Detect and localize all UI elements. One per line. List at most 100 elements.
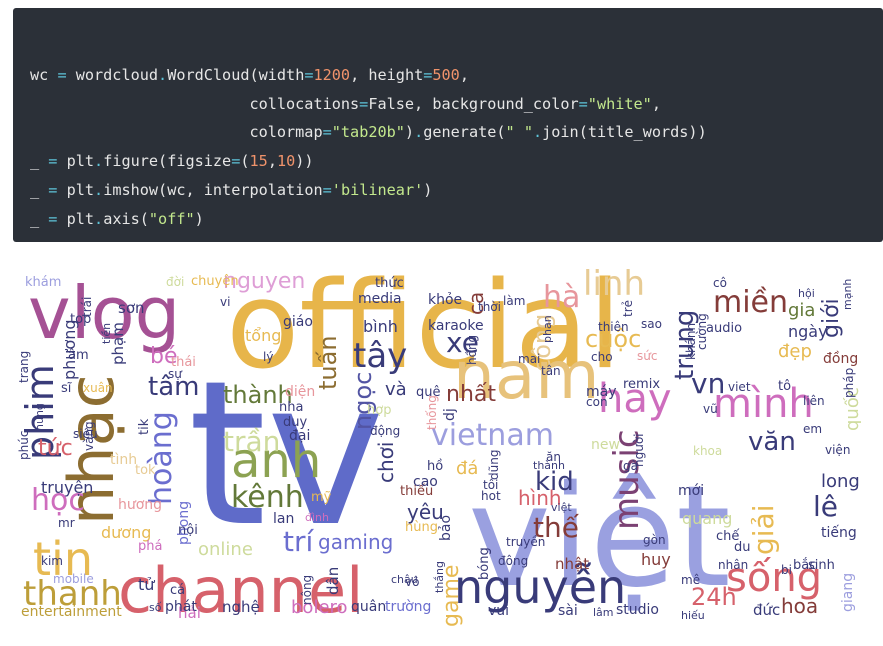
wordcloud-word: mới: [678, 483, 704, 499]
wordcloud-word: bắc: [793, 558, 816, 573]
wordcloud-word: bolero: [291, 597, 348, 618]
wordcloud-word: game: [439, 565, 464, 627]
wordcloud-word: phan: [541, 315, 554, 343]
wordcloud-word: trí: [283, 525, 314, 558]
wordcloud-word: thống: [425, 395, 439, 430]
wordcloud-word: giáo: [283, 314, 313, 330]
wordcloud-word: miền: [713, 285, 788, 320]
wordcloud-word: con: [586, 395, 608, 409]
wordcloud-word: tình: [110, 452, 137, 468]
code-token: axis(: [103, 210, 149, 228]
wordcloud-word: viet: [728, 380, 751, 394]
code-token: .: [414, 123, 424, 141]
wordcloud-word: xe: [446, 326, 479, 359]
wordcloud-word: gia: [788, 300, 815, 321]
wordcloud-word: quang: [682, 509, 732, 528]
wordcloud-word: ca: [464, 292, 488, 315]
wordcloud-word: chơi: [374, 442, 398, 483]
wordcloud-word: hội: [798, 287, 815, 300]
wordcloud-word: gà: [623, 459, 638, 473]
code-token: 15: [249, 152, 268, 170]
code-token: ): [194, 210, 204, 228]
wordcloud-word: online: [198, 539, 253, 560]
code-token: =: [48, 181, 58, 199]
wordcloud-word: vi: [220, 295, 230, 309]
wordcloud-word: thắng: [433, 561, 446, 593]
wordcloud-word: nguyen: [223, 269, 305, 294]
wordcloud-word: hoa: [781, 594, 818, 618]
wordcloud-word: học: [31, 483, 85, 518]
wordcloud-word: thanh: [23, 574, 122, 614]
wordcloud-word: xuân: [83, 381, 113, 395]
wordcloud-word: liên: [803, 394, 825, 408]
wordcloud-word: đức: [753, 601, 780, 619]
wordcloud-word: pháp: [842, 368, 856, 398]
wordcloud-word: hiếu: [681, 609, 705, 622]
wordcloud-word: tiếng: [821, 524, 857, 541]
wordcloud-word: phá: [138, 539, 162, 554]
code-token: "white": [587, 95, 652, 113]
code-token: colormap: [30, 123, 323, 141]
code-token: ,: [459, 66, 469, 84]
wordcloud-word: phương: [60, 319, 79, 380]
wordcloud-word: sự: [168, 367, 183, 381]
code-token: False, background_color: [368, 95, 579, 113]
wordcloud-word: nông: [300, 575, 314, 605]
wordcloud-word: mê: [681, 573, 700, 587]
wordcloud-word: sống: [726, 555, 822, 601]
code-token: )): [295, 152, 314, 170]
code-token: (: [240, 152, 250, 170]
wordcloud-output: tv việt official nam vlog channel nhạc phim anh n…: [13, 255, 861, 637]
wordcloud-word: hay: [598, 376, 672, 422]
code-token: ): [404, 123, 415, 141]
wordcloud-word: sơn: [118, 299, 145, 317]
wordcloud-word: người: [632, 433, 646, 467]
wordcloud-word: hot: [481, 489, 501, 503]
wordcloud-word: lan: [273, 511, 294, 527]
wordcloud-word: số: [149, 601, 162, 614]
wordcloud-word: đẹp: [778, 341, 812, 362]
wordcloud-word: hồ: [427, 459, 443, 474]
wordcloud-word: khỏe: [428, 292, 462, 308]
code-token: "tab20b": [331, 123, 405, 141]
wordcloud-word: việt: [468, 456, 731, 619]
wordcloud-word: huy: [641, 550, 671, 569]
wordcloud-word: nội: [178, 523, 198, 538]
wordcloud-word: vũ: [703, 402, 718, 416]
wordcloud-word: đại: [289, 428, 310, 444]
code-token: =: [48, 210, 58, 228]
code-token: =: [322, 181, 332, 199]
wordcloud-word: cường: [695, 313, 709, 350]
wordcloud-word: mai: [518, 352, 540, 366]
wordcloud-word: nhạc: [55, 374, 128, 525]
code-cell[interactable]: wc = wordcloud.WordCloud(width=1200, hei…: [13, 8, 883, 242]
code-token: =: [48, 152, 58, 170]
wordcloud-word: bình: [363, 317, 398, 336]
code-token: collocations: [30, 95, 360, 113]
wordcloud-word: ngày: [788, 322, 828, 341]
wordcloud-word: trung: [670, 310, 700, 380]
wordcloud-word: chuyện: [191, 274, 239, 289]
wordcloud-word: thức: [375, 276, 404, 291]
wordcloud-word: cô: [713, 276, 727, 290]
wordcloud-word: music: [607, 429, 647, 530]
wordcloud-word: yêu: [407, 500, 444, 524]
code-token: =: [304, 66, 314, 84]
wordcloud-word: đông: [498, 554, 528, 568]
wordcloud-word: phạm: [109, 322, 127, 365]
wordcloud-word: tv: [188, 338, 385, 571]
wordcloud-word: phong: [176, 501, 192, 545]
wordcloud-word: karaoke: [428, 318, 484, 334]
wordcloud-word: tâm: [148, 372, 199, 402]
wordcloud-word: thời: [478, 300, 501, 314]
wordcloud-word: tik: [137, 418, 152, 435]
code-token: ,: [651, 95, 661, 113]
wordcloud-word: tok: [135, 463, 156, 478]
wordcloud-word: đời: [166, 275, 184, 289]
wordcloud-word: thế: [533, 511, 580, 544]
wordcloud-word: cuộc: [585, 325, 641, 353]
code-token: "off": [148, 210, 195, 228]
wordcloud-word: công: [528, 314, 556, 372]
wordcloud-word: máy: [586, 384, 617, 400]
code-token: plt: [57, 152, 95, 170]
